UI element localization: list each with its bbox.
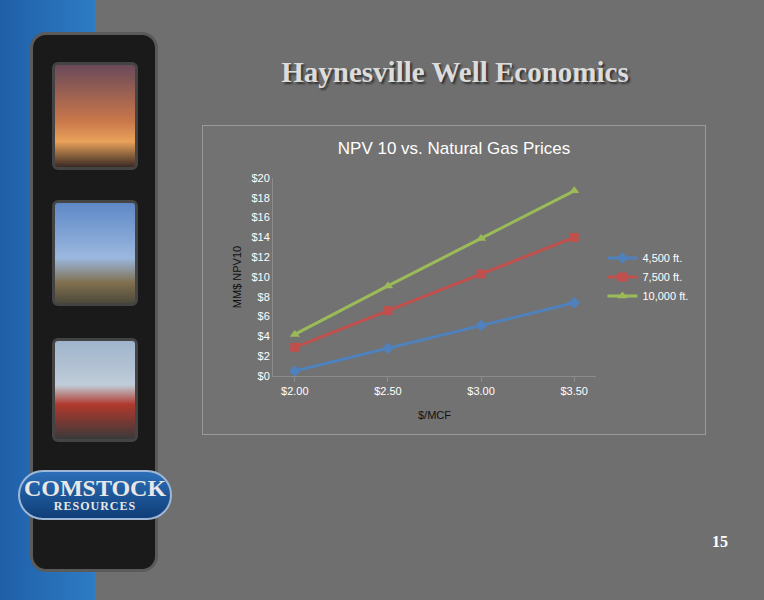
svg-text:NPV 10 vs. Natural Gas Prices: NPV 10 vs. Natural Gas Prices — [338, 139, 570, 158]
svg-text:$14: $14 — [251, 231, 269, 243]
svg-text:MM$ NPV10: MM$ NPV10 — [231, 246, 243, 308]
svg-text:$16: $16 — [251, 211, 269, 223]
svg-text:10,000 ft.: 10,000 ft. — [642, 290, 688, 302]
svg-text:$8: $8 — [258, 291, 270, 303]
svg-text:$2.50: $2.50 — [374, 385, 402, 397]
svg-text:4,500 ft.: 4,500 ft. — [642, 252, 682, 264]
svg-text:$/MCF: $/MCF — [418, 409, 451, 421]
svg-text:7,500 ft.: 7,500 ft. — [642, 271, 682, 283]
svg-text:$3.00: $3.00 — [467, 385, 495, 397]
svg-text:$20: $20 — [251, 172, 269, 184]
html-text:15: 15 — [712, 533, 728, 550]
html-text:COMSTOCK: COMSTOCK — [23, 475, 167, 501]
svg-text:$0: $0 — [258, 370, 270, 382]
svg-text:$6: $6 — [258, 310, 270, 322]
svg-text:$2.00: $2.00 — [281, 385, 309, 397]
svg-text:$10: $10 — [251, 271, 269, 283]
svg-text:$18: $18 — [251, 192, 269, 204]
svg-text:$4: $4 — [258, 330, 270, 342]
svg-text:$2: $2 — [258, 350, 270, 362]
svg-text:$3.50: $3.50 — [560, 385, 588, 397]
html-text:RESOURCES: RESOURCES — [53, 499, 137, 513]
html-text:Haynesville Well Economics: Haynesville Well Economics — [281, 56, 629, 88]
svg-text:$12: $12 — [251, 251, 269, 263]
